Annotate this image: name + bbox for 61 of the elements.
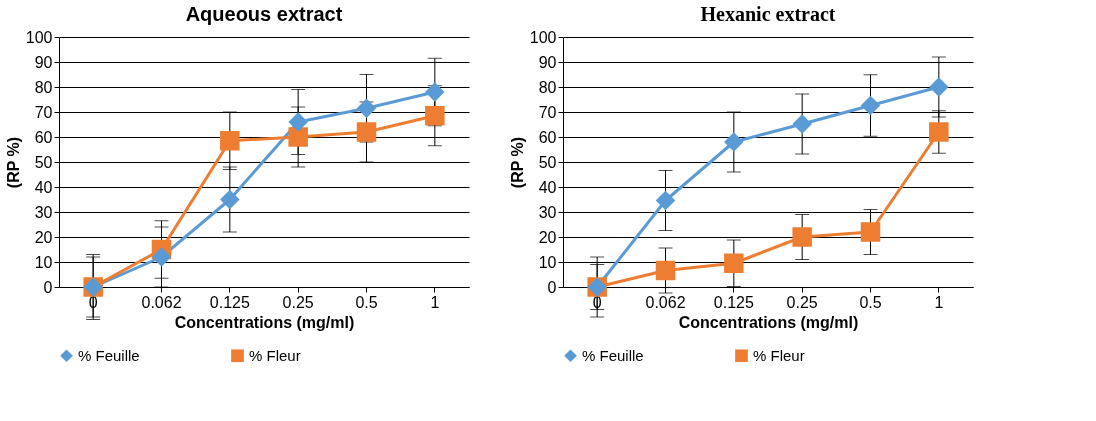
x-tick-label: 1 — [430, 293, 440, 311]
point — [151, 247, 172, 267]
y-tick-label: 100 — [25, 28, 53, 46]
y-tick-label: 70 — [538, 103, 557, 121]
x-tick-label: 0.125 — [209, 293, 250, 311]
point — [792, 227, 812, 247]
x-tick-label: 0.125 — [713, 293, 754, 311]
legend-label: % Fleur — [249, 346, 301, 364]
point — [655, 190, 676, 211]
legend-label: % Feuille — [78, 346, 140, 364]
x-axis-title: Concentrations (mg/ml) — [174, 313, 355, 331]
y-tick-label: 20 — [34, 228, 53, 246]
y-tick-label: 100 — [529, 28, 557, 46]
x-tick-label: 0.062 — [645, 293, 686, 311]
point — [288, 112, 308, 132]
point — [724, 253, 744, 273]
y-tick-label: 60 — [34, 128, 53, 146]
point — [288, 127, 308, 147]
y-tick-label: 0 — [43, 278, 53, 296]
y-tick-label: 50 — [538, 153, 557, 171]
y-tick-label: 10 — [538, 253, 557, 271]
point — [425, 82, 445, 102]
x-tick-label: 0.062 — [141, 293, 182, 311]
point — [220, 131, 240, 151]
legend-label: % Feuille — [582, 346, 644, 364]
y-tick-label: 70 — [34, 103, 53, 121]
y-tick-label: 20 — [538, 228, 557, 246]
x-tick-label: 0.25 — [786, 293, 818, 311]
y-tick-label: 10 — [34, 253, 53, 271]
y-tick-label: 80 — [34, 78, 53, 96]
y-tick-label: 0 — [547, 278, 557, 296]
y-tick-label: 90 — [34, 53, 53, 71]
legend-label: % Fleur — [753, 346, 805, 364]
x-tick-label: 0.5 — [859, 293, 882, 311]
y-tick-label: 40 — [538, 178, 557, 196]
point — [724, 132, 744, 152]
y-axis-title: (RP %) — [4, 136, 22, 189]
y-tick-label: 30 — [538, 203, 557, 221]
x-tick-label: 0.25 — [282, 293, 314, 311]
y-tick-label: 50 — [34, 153, 53, 171]
x-tick-label: 1 — [934, 293, 944, 311]
y-tick-label: 60 — [538, 128, 557, 146]
point — [860, 95, 881, 116]
point — [356, 122, 377, 142]
chart-title: Aqueous extract — [185, 3, 343, 25]
point — [929, 77, 949, 97]
point — [655, 260, 676, 281]
y-tick-label: 40 — [34, 178, 53, 196]
y-tick-label: 80 — [538, 78, 557, 96]
point — [792, 114, 812, 134]
x-tick-label: 0.5 — [355, 293, 378, 311]
y-tick-label: 30 — [34, 203, 53, 221]
point — [356, 98, 377, 118]
point — [425, 106, 445, 126]
y-tick-label: 90 — [538, 53, 557, 71]
point — [860, 222, 881, 242]
y-axis-title: (RP %) — [508, 136, 526, 189]
point — [220, 189, 240, 210]
x-axis-title: Concentrations (mg/ml) — [678, 313, 859, 331]
point — [929, 122, 949, 142]
chart-title: Hexanic extract — [700, 3, 836, 25]
